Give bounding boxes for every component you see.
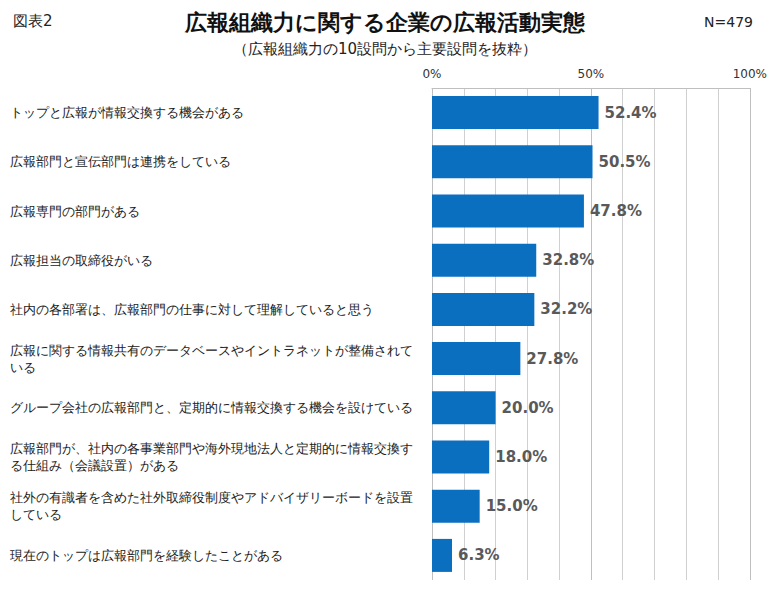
svg-text:32.2%: 32.2% <box>540 300 592 318</box>
svg-text:0%: 0% <box>422 67 441 81</box>
svg-text:る仕組み（会議設置）がある: る仕組み（会議設置）がある <box>10 458 179 473</box>
svg-text:グループ会社の広報部門と、定期的に情報交換する機会を設けてい: グループ会社の広報部門と、定期的に情報交換する機会を設けている <box>10 400 413 415</box>
svg-text:47.8%: 47.8% <box>590 202 642 220</box>
svg-text:20.0%: 20.0% <box>502 399 554 417</box>
svg-text:100%: 100% <box>733 67 767 81</box>
svg-text:広報部門と宣伝部門は連携をしている: 広報部門と宣伝部門は連携をしている <box>10 154 231 169</box>
svg-text:27.8%: 27.8% <box>526 350 578 368</box>
svg-text:15.0%: 15.0% <box>486 497 538 515</box>
svg-text:50.5%: 50.5% <box>599 153 651 171</box>
svg-text:広報に関する情報共有のデータベースやイントラネットが整備され: 広報に関する情報共有のデータベースやイントラネットが整備されて <box>10 343 413 358</box>
svg-text:社外の有識者を含めた社外取締役制度やアドバイザリーボードを設: 社外の有識者を含めた社外取締役制度やアドバイザリーボードを設置 <box>10 490 413 505</box>
svg-text:広報組織力に関する企業の広報活動実態: 広報組織力に関する企業の広報活動実態 <box>184 10 586 35</box>
svg-text:（広報組織力の10設問から主要設問を抜粋）: （広報組織力の10設問から主要設問を抜粋） <box>233 40 537 58</box>
svg-text:いる: いる <box>10 360 36 375</box>
svg-text:広報担当の取締役がいる: 広報担当の取締役がいる <box>10 253 153 268</box>
svg-text:現在のトップは広報部門を経験したことがある: 現在のトップは広報部門を経験したことがある <box>10 548 283 563</box>
svg-text:32.8%: 32.8% <box>542 251 594 269</box>
svg-text:52.4%: 52.4% <box>605 104 657 122</box>
svg-text:している: している <box>10 507 62 522</box>
svg-text:図表2: 図表2 <box>13 12 53 30</box>
svg-text:6.3%: 6.3% <box>458 546 500 564</box>
svg-text:18.0%: 18.0% <box>495 448 547 466</box>
svg-text:広報部門が、社内の各事業部門や海外現地法人と定期的に情報交換: 広報部門が、社内の各事業部門や海外現地法人と定期的に情報交換す <box>10 441 413 456</box>
svg-text:社内の各部署は、広報部門の仕事に対して理解していると思う: 社内の各部署は、広報部門の仕事に対して理解していると思う <box>10 302 374 317</box>
svg-text:50%: 50% <box>578 67 605 81</box>
svg-text:トップと広報が情報交換する機会がある: トップと広報が情報交換する機会がある <box>10 105 244 120</box>
svg-text:N=479: N=479 <box>704 14 753 30</box>
svg-text:広報専門の部門がある: 広報専門の部門がある <box>10 204 140 219</box>
